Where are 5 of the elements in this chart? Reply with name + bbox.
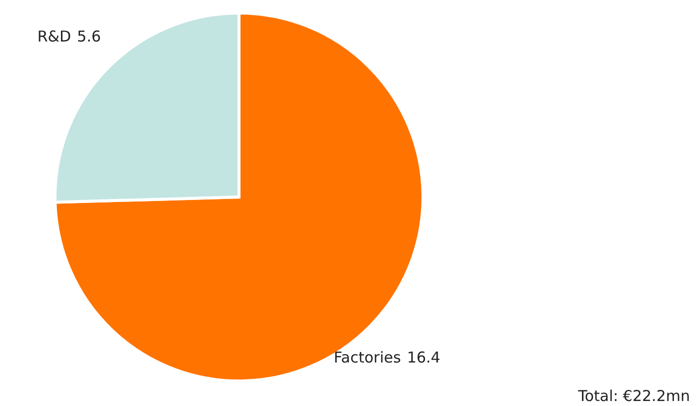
data-label: 16.4 (406, 348, 440, 366)
slice-label: R&D (37, 28, 72, 46)
text: Total: €22.2mn (577, 387, 690, 405)
data-label: 5.6 (77, 28, 101, 46)
slice-label: Factories (334, 348, 402, 366)
